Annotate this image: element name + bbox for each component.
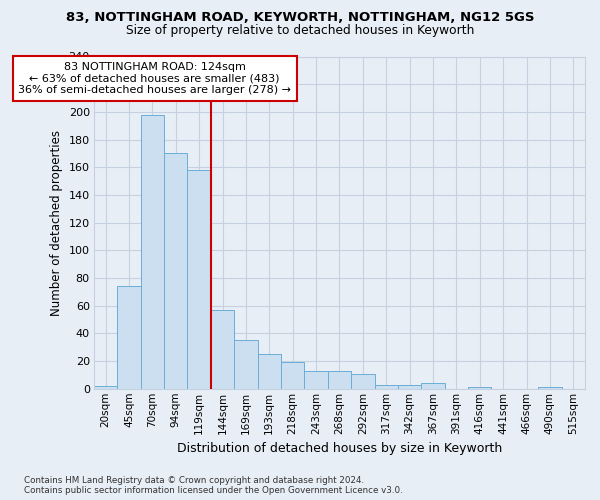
Text: 83, NOTTINGHAM ROAD, KEYWORTH, NOTTINGHAM, NG12 5GS: 83, NOTTINGHAM ROAD, KEYWORTH, NOTTINGHA…: [66, 11, 534, 24]
Bar: [398, 384, 421, 389]
Bar: [118, 286, 140, 389]
Bar: [234, 340, 257, 389]
Bar: [94, 386, 118, 389]
Bar: [468, 388, 491, 389]
X-axis label: Distribution of detached houses by size in Keyworth: Distribution of detached houses by size …: [177, 442, 502, 455]
Bar: [211, 310, 234, 389]
Text: Contains HM Land Registry data © Crown copyright and database right 2024.
Contai: Contains HM Land Registry data © Crown c…: [24, 476, 403, 495]
Bar: [187, 170, 211, 389]
Bar: [140, 114, 164, 389]
Text: Size of property relative to detached houses in Keyworth: Size of property relative to detached ho…: [126, 24, 474, 37]
Bar: [328, 371, 351, 389]
Bar: [281, 362, 304, 389]
Bar: [351, 374, 374, 389]
Bar: [374, 384, 398, 389]
Y-axis label: Number of detached properties: Number of detached properties: [50, 130, 63, 316]
Bar: [538, 388, 562, 389]
Text: 83 NOTTINGHAM ROAD: 124sqm
← 63% of detached houses are smaller (483)
36% of sem: 83 NOTTINGHAM ROAD: 124sqm ← 63% of deta…: [18, 62, 291, 95]
Bar: [421, 383, 445, 389]
Bar: [257, 354, 281, 389]
Bar: [304, 371, 328, 389]
Bar: [164, 154, 187, 389]
